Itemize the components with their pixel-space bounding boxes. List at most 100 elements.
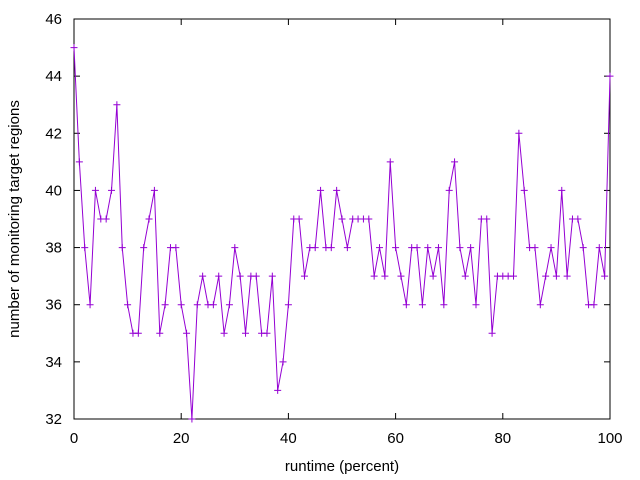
x-tick-label: 100 (597, 430, 622, 447)
data-point (183, 329, 191, 337)
y-tick-label: 32 (45, 411, 62, 428)
data-point (225, 301, 233, 309)
data-point (242, 329, 250, 337)
data-point (172, 244, 180, 252)
data-point (381, 272, 389, 280)
data-point (108, 186, 116, 194)
data-point (386, 158, 394, 166)
data-point (397, 272, 405, 280)
series-line (73, 47, 611, 420)
data-point (472, 301, 480, 309)
data-point (510, 272, 518, 280)
data-point (370, 272, 378, 280)
data-point (220, 329, 228, 337)
data-point (333, 186, 341, 194)
data-point (574, 215, 582, 223)
plot-frame (73, 18, 611, 420)
y-tick-label: 46 (45, 11, 62, 28)
y-tick-label: 38 (45, 240, 62, 257)
data-point (595, 244, 603, 252)
data-point (150, 186, 158, 194)
y-tick-label: 42 (45, 125, 62, 142)
data-point (520, 186, 528, 194)
data-point (542, 272, 550, 280)
data-point (483, 215, 491, 223)
data-point (199, 272, 207, 280)
data-point (70, 44, 78, 52)
data-point (188, 415, 196, 423)
data-point (284, 301, 292, 309)
data-point (413, 244, 421, 252)
y-tick-label: 34 (45, 354, 62, 371)
data-point (418, 301, 426, 309)
data-point (161, 301, 169, 309)
data-point (488, 329, 496, 337)
data-point (467, 244, 475, 252)
data-point (81, 244, 89, 252)
data-point (215, 272, 223, 280)
data-point (456, 244, 464, 252)
data-point (75, 158, 83, 166)
data-point (558, 186, 566, 194)
x-axis-label: runtime (percent) (285, 458, 399, 475)
data-point (317, 186, 325, 194)
data-point (279, 358, 287, 366)
y-tick-label: 40 (45, 182, 62, 199)
data-point (145, 215, 153, 223)
data-point (424, 244, 432, 252)
data-point (552, 272, 560, 280)
data-point (531, 244, 539, 252)
data-point (327, 244, 335, 252)
y-tick-label: 36 (45, 297, 62, 314)
data-point (547, 244, 555, 252)
data-point (515, 129, 523, 137)
data-point (193, 301, 201, 309)
y-tick-label: 44 (45, 68, 62, 85)
data-point (295, 215, 303, 223)
data-point (376, 244, 384, 252)
data-point (177, 301, 185, 309)
data-point (252, 272, 260, 280)
data-point (536, 301, 544, 309)
data-point (124, 301, 132, 309)
data-point (209, 301, 217, 309)
data-point (268, 272, 276, 280)
data-point (311, 244, 319, 252)
data-point (102, 215, 110, 223)
data-point (461, 272, 469, 280)
x-tick-label: 60 (387, 430, 404, 447)
x-tick-label: 20 (173, 430, 190, 447)
data-point (429, 272, 437, 280)
y-axis-label: number of monitoring target regions (6, 100, 23, 338)
data-point (134, 329, 142, 337)
data-point (274, 386, 282, 394)
data-point (434, 244, 442, 252)
data-point (451, 158, 459, 166)
data-point (300, 272, 308, 280)
data-point (140, 244, 148, 252)
data-point (601, 272, 609, 280)
data-point (590, 301, 598, 309)
x-tick-label: 40 (280, 430, 297, 447)
data-point (91, 186, 99, 194)
data-point (113, 101, 121, 109)
x-tick-label: 0 (70, 430, 78, 447)
data-point (445, 186, 453, 194)
data-point (118, 244, 126, 252)
data-point (263, 329, 271, 337)
x-tick-label: 80 (494, 430, 511, 447)
data-point (365, 215, 373, 223)
data-point (86, 301, 94, 309)
data-point (343, 244, 351, 252)
series-group (70, 44, 614, 423)
data-point (231, 244, 239, 252)
data-point (156, 329, 164, 337)
data-point (236, 272, 244, 280)
data-point (440, 301, 448, 309)
data-point (338, 215, 346, 223)
data-point (402, 301, 410, 309)
tick-labels: 0 20 40 60 80 100 32 34 36 38 40 42 44 46 (45, 11, 622, 447)
data-point (606, 72, 614, 80)
data-point (392, 244, 400, 252)
